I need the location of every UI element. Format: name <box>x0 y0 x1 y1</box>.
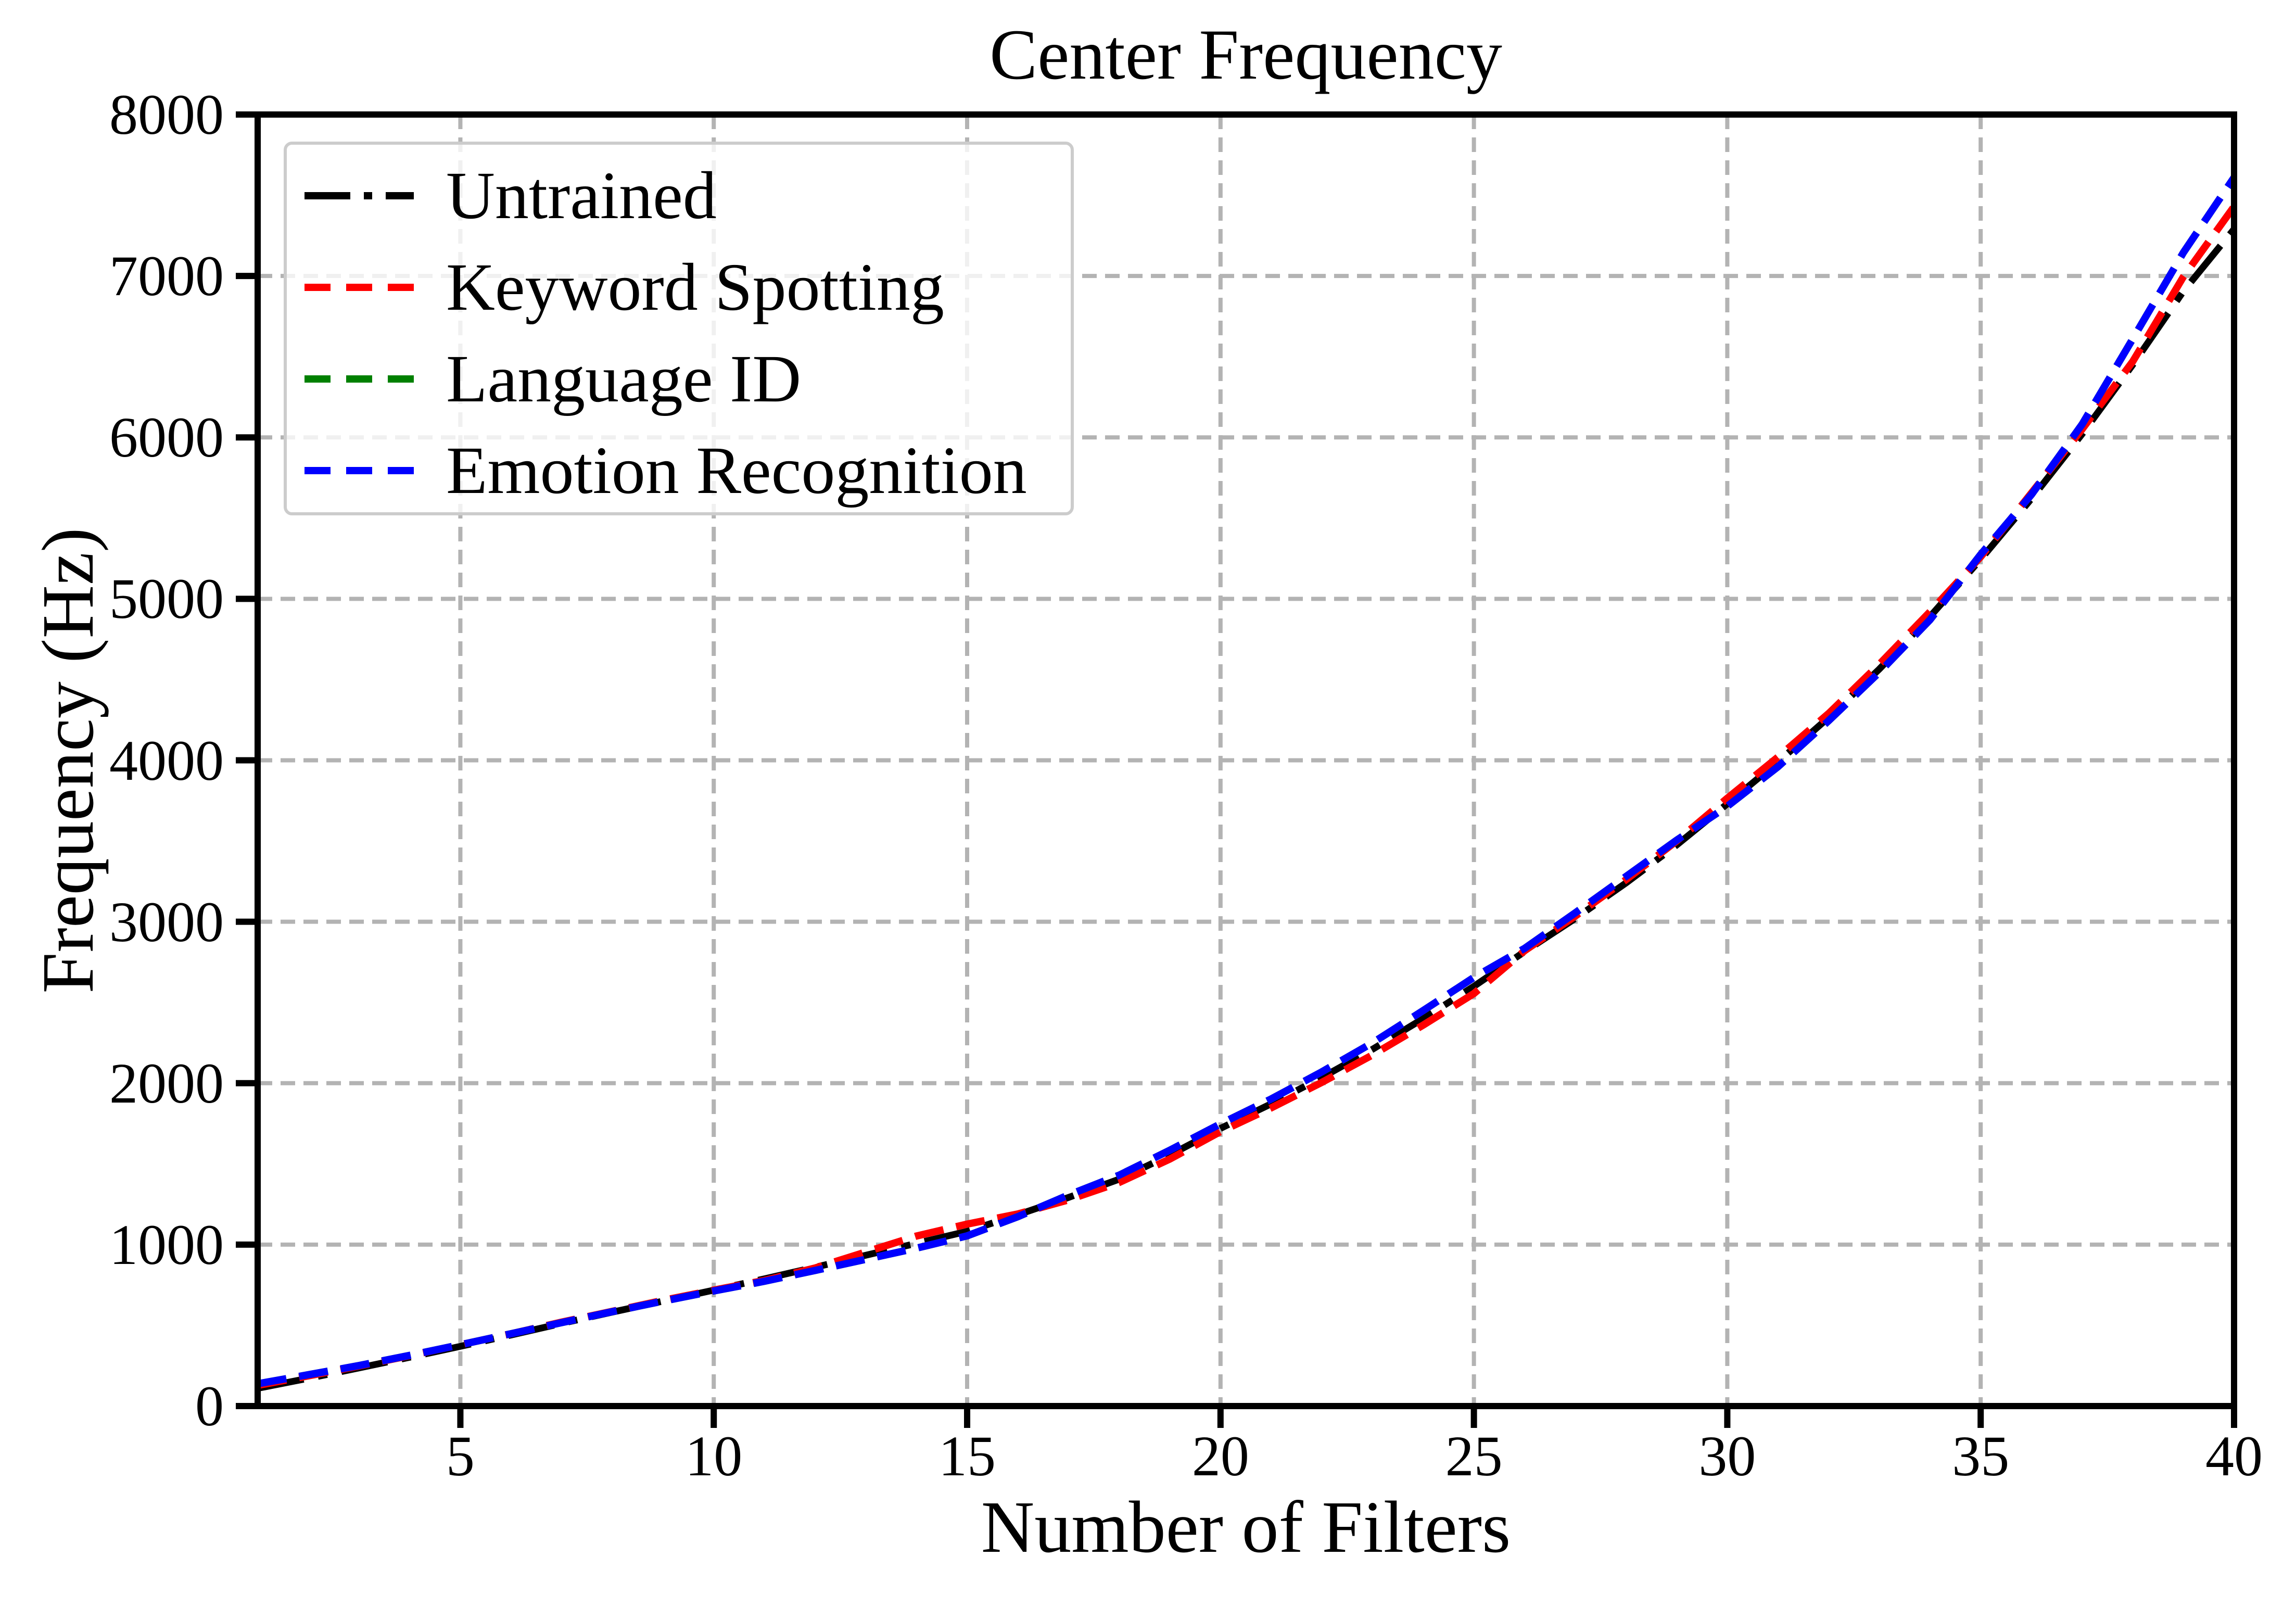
x-tick-label: 20 <box>1191 1424 1249 1488</box>
y-tick-label: 1000 <box>109 1212 224 1276</box>
x-tick-label: 5 <box>446 1424 475 1488</box>
x-axis-label: Number of Filters <box>981 1486 1511 1568</box>
legend-line-language-id-icon <box>305 375 414 383</box>
y-tick-label: 6000 <box>109 406 224 470</box>
legend-label: Language ID <box>446 341 802 416</box>
x-tick-label: 30 <box>1698 1424 1756 1488</box>
y-tick-label: 0 <box>195 1374 224 1438</box>
tick-marks <box>236 111 2237 1428</box>
series-line-emotion-recognition <box>258 175 2234 1388</box>
legend-item-untrained: Untrained <box>305 150 1071 242</box>
legend: Untrained Keyword Spotting Language ID Emot… <box>284 142 1074 515</box>
y-tick-label: 8000 <box>109 83 224 146</box>
legend-item-language-id: Language ID <box>305 333 1071 425</box>
legend-item-emotion-recognition: Emotion Recognition <box>305 425 1071 516</box>
axes-spines <box>255 111 2237 1409</box>
y-tick-label: 3000 <box>109 890 224 954</box>
chart-title: Center Frequency <box>990 15 1502 94</box>
x-tick-label: 10 <box>685 1424 743 1488</box>
legend-label: Emotion Recognition <box>446 433 1027 508</box>
y-tick-label: 7000 <box>109 244 224 308</box>
x-tick-label: 40 <box>2205 1424 2263 1488</box>
legend-line-untrained-icon <box>305 192 414 199</box>
y-tick-label: 5000 <box>109 567 224 631</box>
x-tick-label: 25 <box>1445 1424 1503 1488</box>
legend-item-keyword-spotting: Keyword Spotting <box>305 242 1071 333</box>
x-tick-label: 35 <box>1952 1424 2010 1488</box>
x-tick-label: 15 <box>938 1424 996 1488</box>
legend-label: Keyword Spotting <box>446 250 944 325</box>
legend-line-emotion-recognition-icon <box>305 467 414 474</box>
legend-label: Untrained <box>446 158 717 233</box>
y-tick-label: 4000 <box>109 728 224 792</box>
legend-line-keyword-spotting-icon <box>305 284 414 291</box>
series-line-keyword-spotting <box>258 204 2234 1389</box>
y-tick-label: 2000 <box>109 1051 224 1115</box>
